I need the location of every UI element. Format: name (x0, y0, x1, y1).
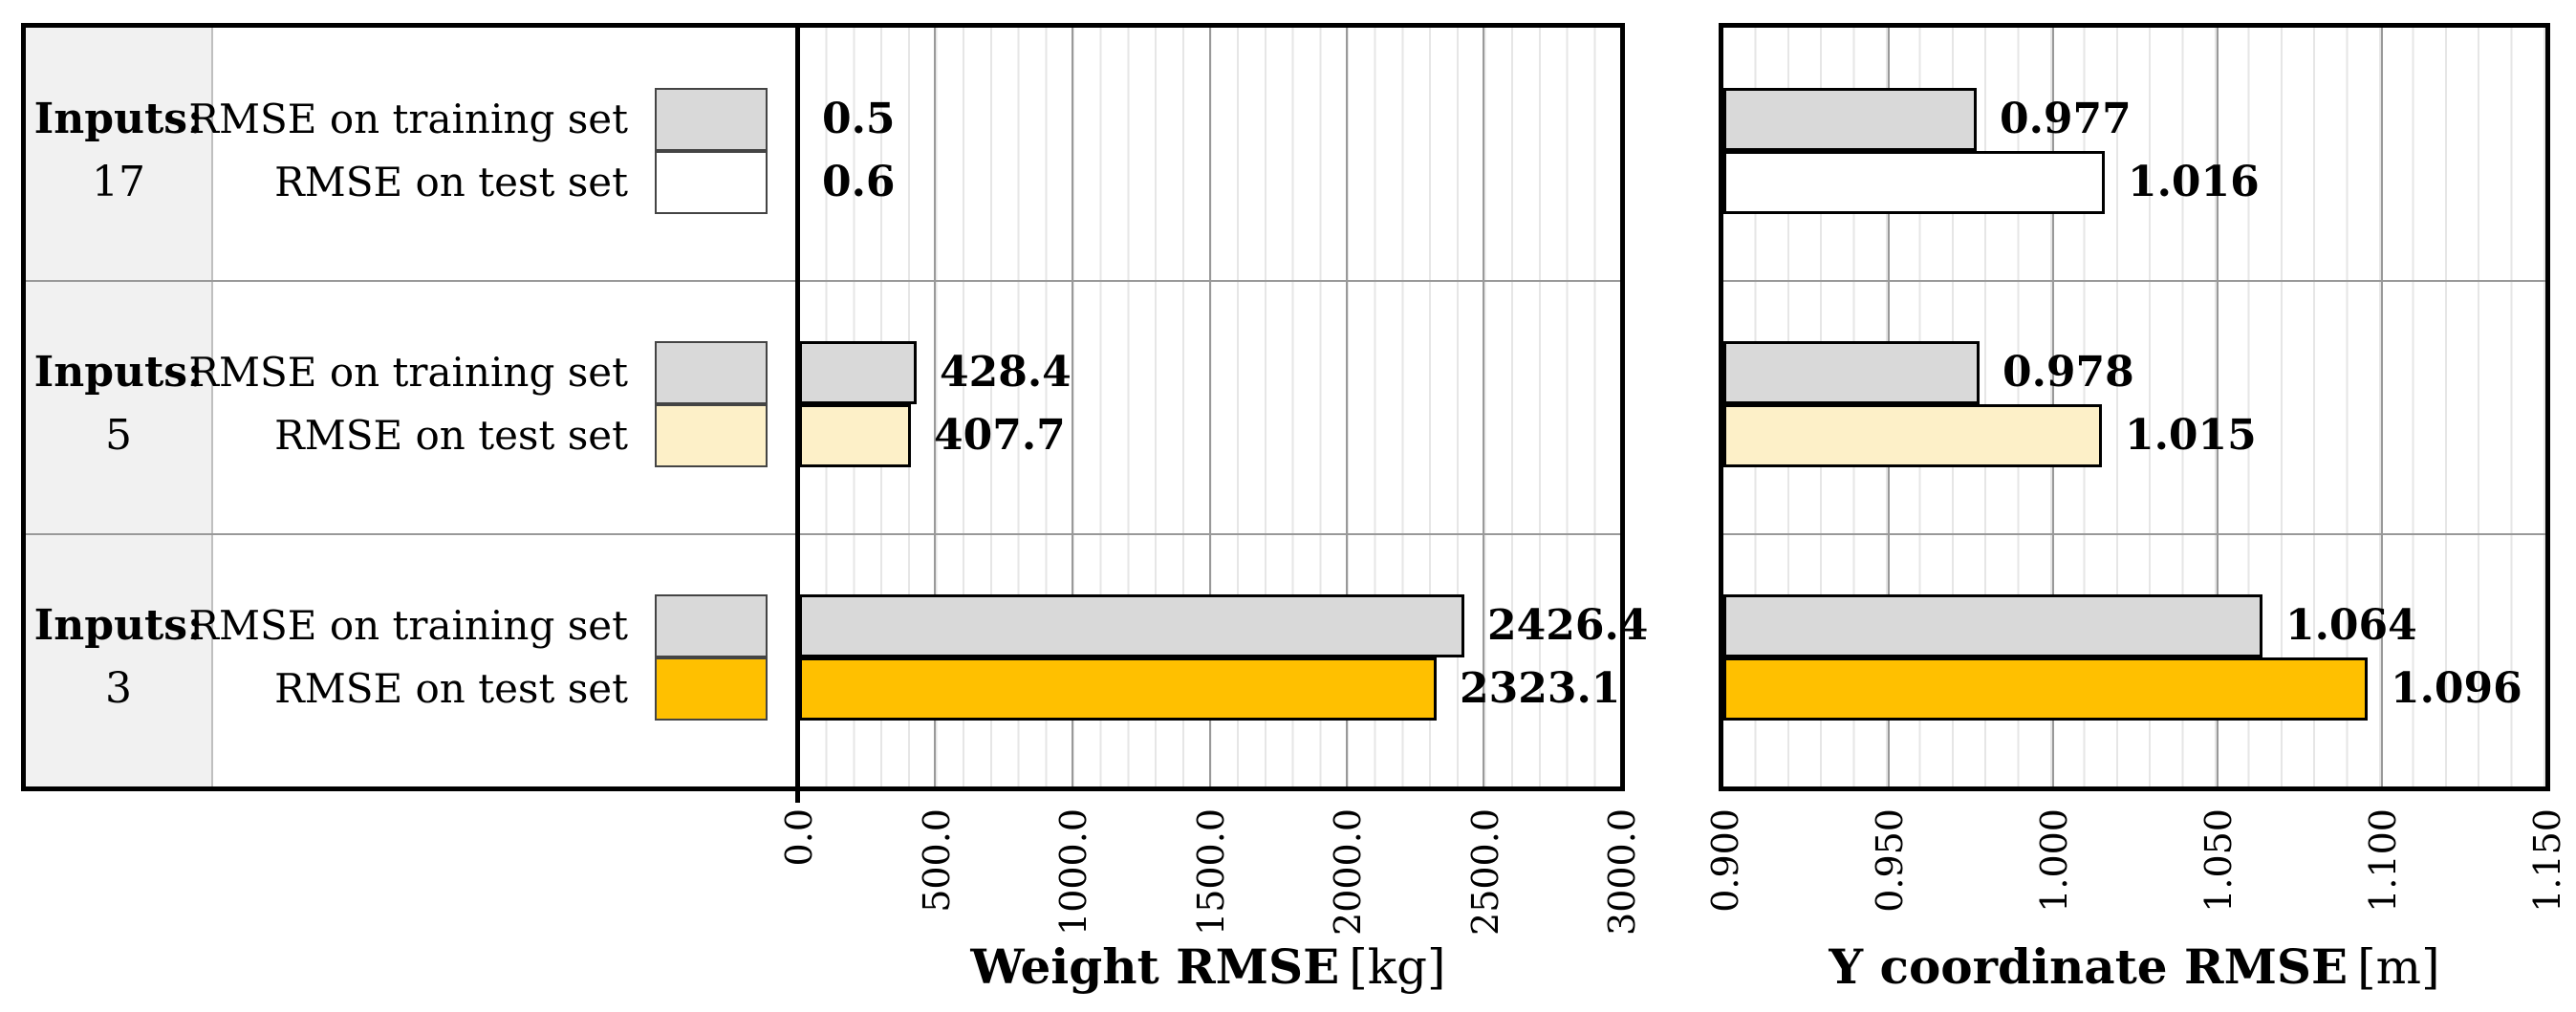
inputs-group-count: 3 (105, 664, 132, 713)
major-gridline (1483, 28, 1484, 786)
bar-value-label: 0.5 (822, 95, 896, 143)
weight-rmse-chart-panel: Inputs: 17 RMSE on training set RMSE on … (21, 23, 1648, 791)
x-axis-title-unit: [m] (2357, 939, 2440, 995)
x-axis-title: Y coordinate RMSE [m] (1829, 938, 2439, 995)
x-axis-title: Weight RMSE [kg] (970, 938, 1445, 995)
major-gridline (2381, 28, 2383, 786)
x-axis-tick-mark (795, 789, 800, 803)
major-gridline (1072, 28, 1073, 786)
bar-training (799, 594, 1464, 657)
x-axis-title-unit: [kg] (1349, 939, 1446, 995)
x-tick-label: 1.050 (2197, 808, 2240, 913)
legend-key-test-swatch (655, 404, 768, 467)
y-coordinate-rmse-chart-panel: 0.977 1.016 0.978 1.015 1.064 1.096 (1719, 23, 2550, 791)
legend-key-training-swatch (655, 341, 768, 404)
major-gridline (1209, 28, 1211, 786)
bar-value-label: 0.978 (2002, 348, 2134, 397)
training-set-label: RMSE on training set (188, 96, 628, 142)
bar-test (1723, 151, 2105, 214)
row-separator (26, 280, 1620, 282)
x-tick-label: 2000.0 (1327, 808, 1369, 936)
x-tick-label: 1.150 (2526, 808, 2568, 913)
x-tick-label: 1.100 (2362, 808, 2404, 913)
bar-test (799, 657, 1437, 721)
x-tick-label: 1500.0 (1190, 808, 1232, 936)
bar-value-label: 1.096 (2391, 664, 2522, 713)
major-gridline (1346, 28, 1348, 786)
bar-value-label: 0.6 (822, 158, 896, 206)
bar-value-label: 407.7 (934, 411, 1066, 460)
bar-training (1723, 594, 2262, 657)
x-tick-label: 3000.0 (1601, 808, 1643, 936)
inputs-group-count: 17 (92, 158, 145, 206)
x-tick-label: 0.950 (1869, 808, 1911, 913)
bar-value-label: 1.016 (2128, 158, 2260, 206)
inputs-column (26, 28, 213, 786)
x-axis-title-text: Y coordinate RMSE (1829, 938, 2349, 995)
test-set-label: RMSE on test set (274, 412, 628, 459)
major-gridline (934, 28, 936, 786)
bar-training (1723, 88, 1977, 151)
legend-key-training-swatch (655, 88, 768, 151)
test-set-label: RMSE on test set (274, 159, 628, 205)
bar-value-label: 1.015 (2125, 411, 2257, 460)
bar-training (1723, 341, 1980, 404)
x-tick-label: 500.0 (916, 808, 958, 913)
bar-test (1723, 657, 2368, 721)
inputs-group-label: Inputs: (33, 601, 204, 650)
training-set-label: RMSE on training set (188, 349, 628, 396)
x-tick-label: 1.000 (2033, 808, 2075, 913)
x-axis-title-text: Weight RMSE (970, 938, 1340, 995)
training-set-label: RMSE on training set (188, 602, 628, 649)
x-tick-label: 1000.0 (1052, 808, 1094, 936)
inputs-group-label: Inputs: (33, 348, 204, 397)
row-separator (26, 533, 1620, 535)
bar-value-label: 0.977 (2000, 95, 2132, 143)
row-separator (1723, 533, 2545, 535)
legend-key-training-swatch (655, 594, 768, 657)
row-separator (1723, 280, 2545, 282)
x-axis-zero-line (795, 28, 800, 786)
inputs-group-count: 5 (105, 411, 132, 460)
inputs-group-label: Inputs: (33, 95, 204, 143)
bar-training (799, 341, 917, 404)
test-set-label: RMSE on test set (274, 665, 628, 712)
legend-key-test-swatch (655, 151, 768, 214)
bar-value-label: 2426.4 (1487, 601, 1649, 650)
x-tick-label: 0.900 (1704, 808, 1746, 913)
bar-test (1723, 404, 2102, 467)
bar-value-label: 428.4 (940, 348, 1072, 397)
bar-value-label: 2323.1 (1460, 664, 1621, 713)
major-gridline (2217, 28, 2219, 786)
bar-test (799, 404, 911, 467)
bar-value-label: 1.064 (2285, 601, 2417, 650)
legend-key-test-swatch (655, 657, 768, 721)
x-tick-label: 0.0 (778, 808, 820, 867)
x-tick-label: 2500.0 (1464, 808, 1506, 936)
